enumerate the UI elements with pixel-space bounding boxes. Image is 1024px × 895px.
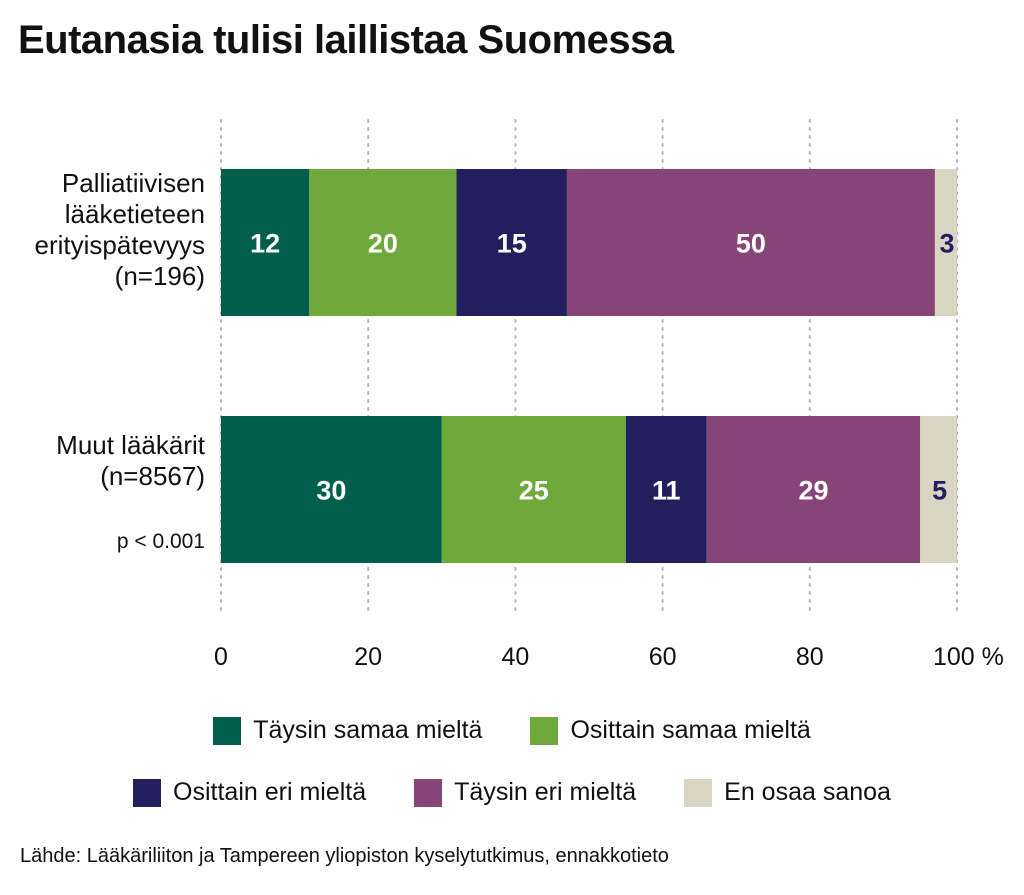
legend-label: Osittain samaa mieltä <box>570 716 811 744</box>
category-label: (n=8567) <box>100 461 205 491</box>
bar-segment <box>309 169 457 316</box>
legend-swatch <box>133 778 162 807</box>
legend-label: Täysin samaa mieltä <box>253 716 483 744</box>
legend-item-en-osaa: En osaa sanoa <box>684 778 891 807</box>
bar-segment <box>706 416 921 563</box>
stacked-bar-chart: 0 20 40 60 80 100 % 12 20 15 50 3 Palliatiivisenlää… <box>35 119 1004 671</box>
legend-label: Osittain eri mieltä <box>173 778 367 806</box>
x-tick-label: 20 <box>354 643 382 671</box>
legend-item-osittain-eri: Osittain eri mieltä <box>133 778 366 807</box>
legend-label: Täysin eri mieltä <box>454 778 637 806</box>
source-note: Lähde: Lääkäriliiton ja Tampereen yliopi… <box>20 845 669 867</box>
legend-swatch <box>213 716 242 745</box>
bar-segment <box>221 416 442 563</box>
bar-segment <box>441 416 626 563</box>
legend-row-2: Osittain eri mieltä Täysin eri mieltä En… <box>0 778 1024 807</box>
category-label: erityispätevyys <box>35 230 206 260</box>
data-label: 30 <box>316 476 346 506</box>
bar-segment <box>221 169 310 316</box>
legend-item-taysin-eri: Täysin eri mieltä <box>414 778 636 807</box>
bar-segment <box>456 169 567 316</box>
x-tick-label: 80 <box>796 643 824 671</box>
chart-title: Eutanasia tulisi laillistaa Suomessa <box>18 18 674 62</box>
p-value-annotation: p < 0.001 <box>117 530 205 553</box>
data-label: 5 <box>932 476 947 506</box>
data-label: 11 <box>652 476 681 506</box>
category-label: lääketieteen <box>65 199 205 229</box>
bar-segment <box>920 416 957 563</box>
legend-label: En osaa sanoa <box>724 778 891 806</box>
data-label: 3 <box>939 229 954 259</box>
bar-segment <box>934 169 957 316</box>
data-label: 20 <box>368 229 398 259</box>
x-tick-label: 40 <box>501 643 529 671</box>
legend-swatch <box>530 716 559 745</box>
bar-segment <box>566 169 935 316</box>
data-label: 25 <box>519 476 549 506</box>
data-label: 15 <box>497 229 527 259</box>
legend-row-1: Täysin samaa mieltä Osittain samaa mielt… <box>0 716 1024 745</box>
x-tick-label: 60 <box>649 643 677 671</box>
data-label: 50 <box>736 229 766 259</box>
category-label: Palliatiivisen <box>62 168 205 198</box>
category-label: Muut lääkärit <box>56 430 206 460</box>
data-label: 12 <box>250 229 280 259</box>
legend-swatch <box>684 778 713 807</box>
legend-item-osittain-samaa: Osittain samaa mieltä <box>530 716 811 745</box>
category-label: (n=196) <box>115 261 205 291</box>
legend-item-taysin-samaa: Täysin samaa mieltä <box>213 716 482 745</box>
x-tick-label: 0 <box>214 643 228 671</box>
bar-segment <box>625 416 707 563</box>
data-label: 29 <box>798 476 828 506</box>
legend-swatch <box>414 778 443 807</box>
x-tick-label: 100 % <box>933 643 1004 671</box>
